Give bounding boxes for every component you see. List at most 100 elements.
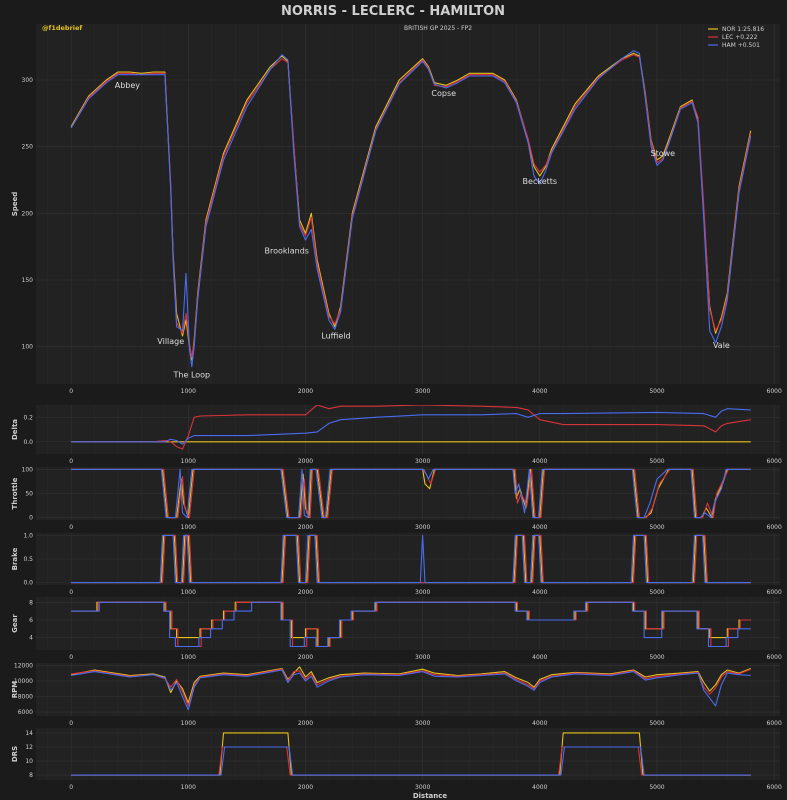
series-line-ham-throttle <box>71 468 751 519</box>
y-tick-label: 12 <box>25 744 33 751</box>
x-tick-label: 5000 <box>649 654 664 661</box>
watermark-handle: @f1debrief <box>42 24 82 32</box>
x-tick-label: 3000 <box>415 720 430 727</box>
x-tick-label: 0 <box>69 654 73 661</box>
y-axis-label-delta: Delta <box>11 419 19 440</box>
x-tick-label: 0 <box>69 388 73 395</box>
x-tick-label: 2000 <box>298 654 313 661</box>
series-line-ham-delta <box>71 408 751 445</box>
panel-drs: 0 1000 2000 3000 4000 5000 6000 8 10 12 14 DRS Dista… <box>11 728 782 800</box>
y-tick-label: 0.0 <box>23 580 33 587</box>
x-tick-label: 4000 <box>532 589 547 596</box>
x-tick-label: 5000 <box>649 524 664 531</box>
x-tick-label: 2000 <box>298 720 313 727</box>
panel-brake: 0 1000 2000 3000 4000 5000 6000 0.0 0.5 1.0 Brake <box>11 532 782 596</box>
y-tick-label: 200 <box>22 210 34 217</box>
plot-area-gear <box>36 597 780 650</box>
series-group-drs <box>71 732 751 776</box>
y-axis-label-throttle: Throttle <box>11 477 19 509</box>
corner-label: Luffield <box>321 332 350 341</box>
x-tick-label: 2000 <box>298 388 313 395</box>
x-tick-label: 5000 <box>649 589 664 596</box>
y-axis-label-speed: Speed <box>11 192 19 217</box>
x-tick-label: 0 <box>69 720 73 727</box>
x-tick-label: 0 <box>69 784 73 791</box>
x-tick-label: 2000 <box>298 784 313 791</box>
y-tick-label: 0.0 <box>23 439 33 446</box>
y-tick-label: 0 <box>29 515 33 522</box>
x-tick-label: 0 <box>69 589 73 596</box>
x-tick-label: 2000 <box>298 524 313 531</box>
x-tick-label: 6000 <box>767 388 782 395</box>
corner-label: Stowe <box>651 149 676 158</box>
x-tick-label: 1000 <box>181 458 196 465</box>
x-tick-label: 3000 <box>415 654 430 661</box>
y-tick-label: 250 <box>22 144 34 151</box>
x-axis-label: Distance <box>413 792 448 800</box>
series-line-lec-delta <box>71 405 751 450</box>
y-tick-label: 10000 <box>14 678 33 685</box>
x-tick-label: 3000 <box>415 784 430 791</box>
series-line-ham-speed <box>70 50 752 368</box>
legend-label-lec: LEC +0.222 <box>722 34 758 41</box>
x-tick-label: 0 <box>69 524 73 531</box>
x-tick-label: 4000 <box>532 654 547 661</box>
y-axis-label-rpm: RPM <box>11 681 19 699</box>
series-line-lec-rpm <box>71 668 751 707</box>
y-tick-label: 8 <box>29 599 33 606</box>
x-tick-label: 6000 <box>767 720 782 727</box>
corner-label: Copse <box>431 89 456 98</box>
y-tick-label: 12000 <box>14 662 33 669</box>
series-line-nor-rpm <box>70 666 751 704</box>
y-tick-label: 50 <box>25 491 33 498</box>
x-tick-label: 4000 <box>532 784 547 791</box>
series-group-speed <box>70 50 752 368</box>
corner-label: Vale <box>713 341 730 350</box>
x-tick-label: 4000 <box>532 388 547 395</box>
series-group-brake <box>71 534 751 584</box>
corner-label: Abbey <box>115 81 141 90</box>
panel-delta: 0 1000 2000 3000 4000 5000 6000 0.0 0.2 Delta <box>11 405 782 465</box>
series-line-ham-gear <box>71 601 751 648</box>
corner-label: Brooklands <box>264 246 308 255</box>
y-tick-label: 6000 <box>18 709 33 716</box>
x-tick-label: 3000 <box>415 458 430 465</box>
plot-area-rpm <box>36 663 780 716</box>
x-tick-label: 1000 <box>181 589 196 596</box>
x-tick-label: 6000 <box>767 458 782 465</box>
y-tick-label: 1.0 <box>23 532 33 539</box>
legend-label-nor: NOR 1:25.816 <box>722 26 764 33</box>
series-group-delta <box>71 405 751 450</box>
y-tick-label: 100 <box>22 466 34 473</box>
x-tick-label: 4000 <box>532 720 547 727</box>
corner-label: The Loop <box>173 370 211 379</box>
x-tick-label: 6000 <box>767 654 782 661</box>
y-tick-label: 4 <box>29 635 33 642</box>
x-tick-label: 4000 <box>532 524 547 531</box>
x-tick-label: 2000 <box>298 458 313 465</box>
y-tick-label: 10 <box>25 758 33 765</box>
series-line-ham-brake <box>71 534 751 584</box>
x-tick-label: 3000 <box>415 524 430 531</box>
x-tick-label: 1000 <box>181 654 196 661</box>
x-tick-label: 2000 <box>298 589 313 596</box>
x-tick-label: 5000 <box>649 388 664 395</box>
corner-label: Village <box>157 337 184 346</box>
y-axis-label-gear: Gear <box>11 614 19 633</box>
panel-speed: 0 1000 2000 3000 4000 5000 6000 100 150 200 250 300… <box>11 24 782 395</box>
series-line-ham-rpm <box>71 669 751 711</box>
corner-label: Becketts <box>523 177 558 186</box>
plot-area-drs <box>36 728 780 780</box>
series-line-nor-speed <box>70 52 752 361</box>
y-tick-label: 300 <box>22 77 34 84</box>
plot-area-delta <box>36 405 780 454</box>
x-tick-label: 1000 <box>181 720 196 727</box>
chart-panels: 0 1000 2000 3000 4000 5000 6000100150200250300… <box>11 24 782 800</box>
y-tick-label: 8000 <box>18 694 33 701</box>
plot-area-speed <box>36 24 780 384</box>
x-tick-label: 1000 <box>181 524 196 531</box>
